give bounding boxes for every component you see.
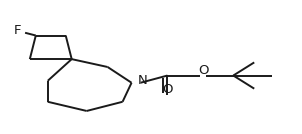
Text: F: F [14, 24, 22, 37]
Text: N: N [137, 74, 147, 87]
Text: O: O [199, 64, 209, 77]
Text: O: O [162, 83, 173, 96]
